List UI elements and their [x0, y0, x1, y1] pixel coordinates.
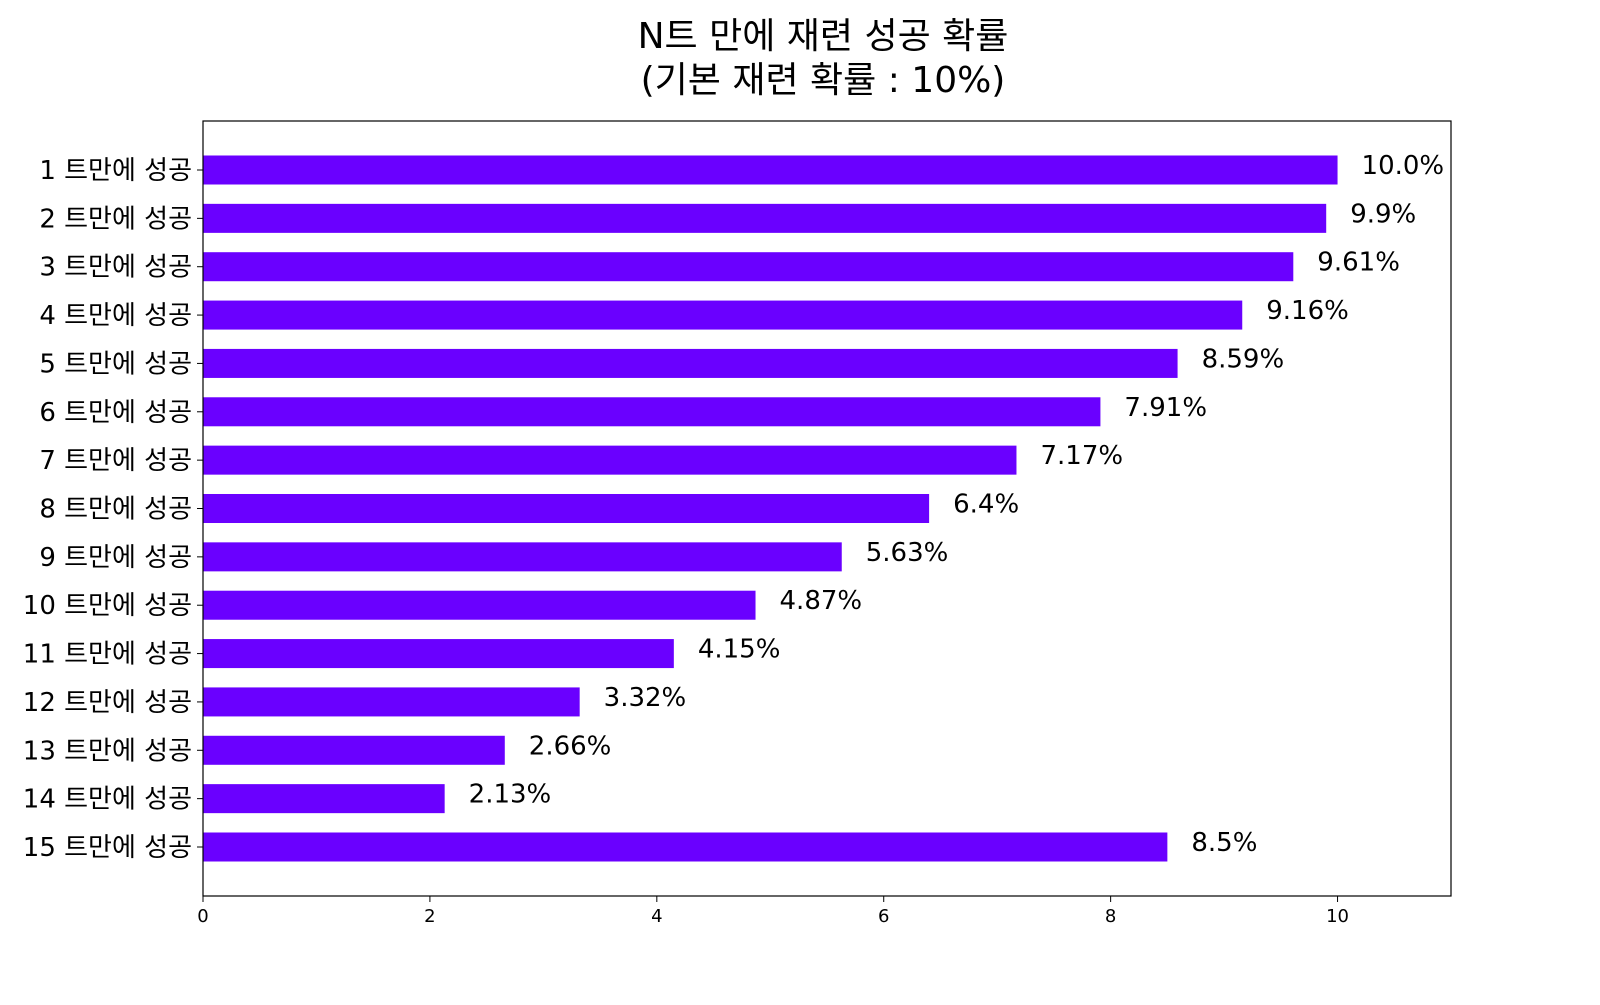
bars-group: [203, 155, 1338, 862]
y-tick-label: 11 트만에 성공: [23, 640, 192, 670]
bar-14: [203, 784, 445, 814]
value-label: 4.87%: [780, 586, 863, 616]
x-tick-label: 4: [651, 906, 662, 927]
y-tick-label: 9 트만에 성공: [39, 543, 192, 573]
bar-4: [203, 300, 1243, 330]
x-tick-label: 8: [1105, 906, 1116, 927]
value-label: 6.4%: [953, 490, 1019, 520]
value-label: 2.66%: [529, 731, 612, 761]
value-label: 2.13%: [469, 780, 552, 810]
bar-6: [203, 397, 1101, 427]
y-tick-label: 1 트만에 성공: [39, 156, 192, 186]
bar-8: [203, 493, 930, 524]
bar-3: [203, 252, 1294, 282]
value-label: 8.5%: [1191, 828, 1257, 858]
chart-title: N트 만에 재련 성공 확률: [638, 16, 1009, 57]
y-tick-label: 15 트만에 성공: [23, 833, 192, 863]
bar-7: [203, 445, 1017, 475]
y-tick-label: 12 트만에 성공: [23, 688, 192, 718]
x-ticks: 0 2 4 6 8 10: [197, 896, 1349, 927]
y-tick-label: 10 트만에 성공: [23, 591, 192, 621]
value-label: 7.91%: [1124, 393, 1207, 423]
value-label: 9.9%: [1350, 199, 1416, 229]
bar-10: [203, 590, 756, 620]
value-label: 8.59%: [1202, 344, 1285, 374]
x-tick-label: 2: [424, 906, 435, 927]
y-tick-label: 2 트만에 성공: [39, 204, 192, 234]
value-label: 4.15%: [698, 635, 781, 665]
value-labels: 10.0% 9.9% 9.61% 9.16% 8.59% 7.91%7.17% 6.4%5.…: [469, 151, 1444, 858]
value-label: 9.61%: [1317, 248, 1400, 278]
value-label: 7.17%: [1040, 441, 1123, 471]
y-tick-label: 7 트만에 성공: [39, 446, 192, 476]
bar-9: [203, 542, 842, 572]
plot-frame: [202, 120, 1452, 897]
x-tick-label: 0: [197, 906, 208, 927]
x-tick-label: 10: [1326, 906, 1349, 927]
y-tick-label: 3 트만에 성공: [39, 253, 192, 283]
y-tick-label: 8 트만에 성공: [39, 495, 192, 525]
chart-subtitle: (기본 재련 확률 : 10%): [641, 60, 1006, 101]
value-label: 3.32%: [604, 683, 687, 713]
bar-11: [203, 639, 674, 669]
bar-1: [203, 155, 1338, 185]
value-label: 9.16%: [1266, 296, 1349, 326]
x-tick-label: 6: [878, 906, 889, 927]
y-tick-label: 6 트만에 성공: [39, 398, 192, 428]
bar-15: [203, 832, 1168, 862]
y-tick-label: 13 트만에 성공: [23, 736, 192, 766]
y-tick-label: 14 트만에 성공: [23, 785, 192, 815]
bar-12: [203, 687, 580, 717]
bar-5: [203, 348, 1178, 378]
bar-2: [203, 203, 1327, 233]
y-tick-label: 5 트만에 성공: [39, 349, 192, 379]
value-label: 5.63%: [866, 538, 949, 568]
y-tick-label: 4 트만에 성공: [39, 301, 192, 331]
bar-13: [203, 735, 505, 765]
y-tick-labels: 1 트만에 성공 2 트만에 성공 3 트만에 성공 4 트만에 성공 5 트만에 성공…: [23, 156, 203, 863]
value-label: 10.0%: [1362, 151, 1445, 181]
